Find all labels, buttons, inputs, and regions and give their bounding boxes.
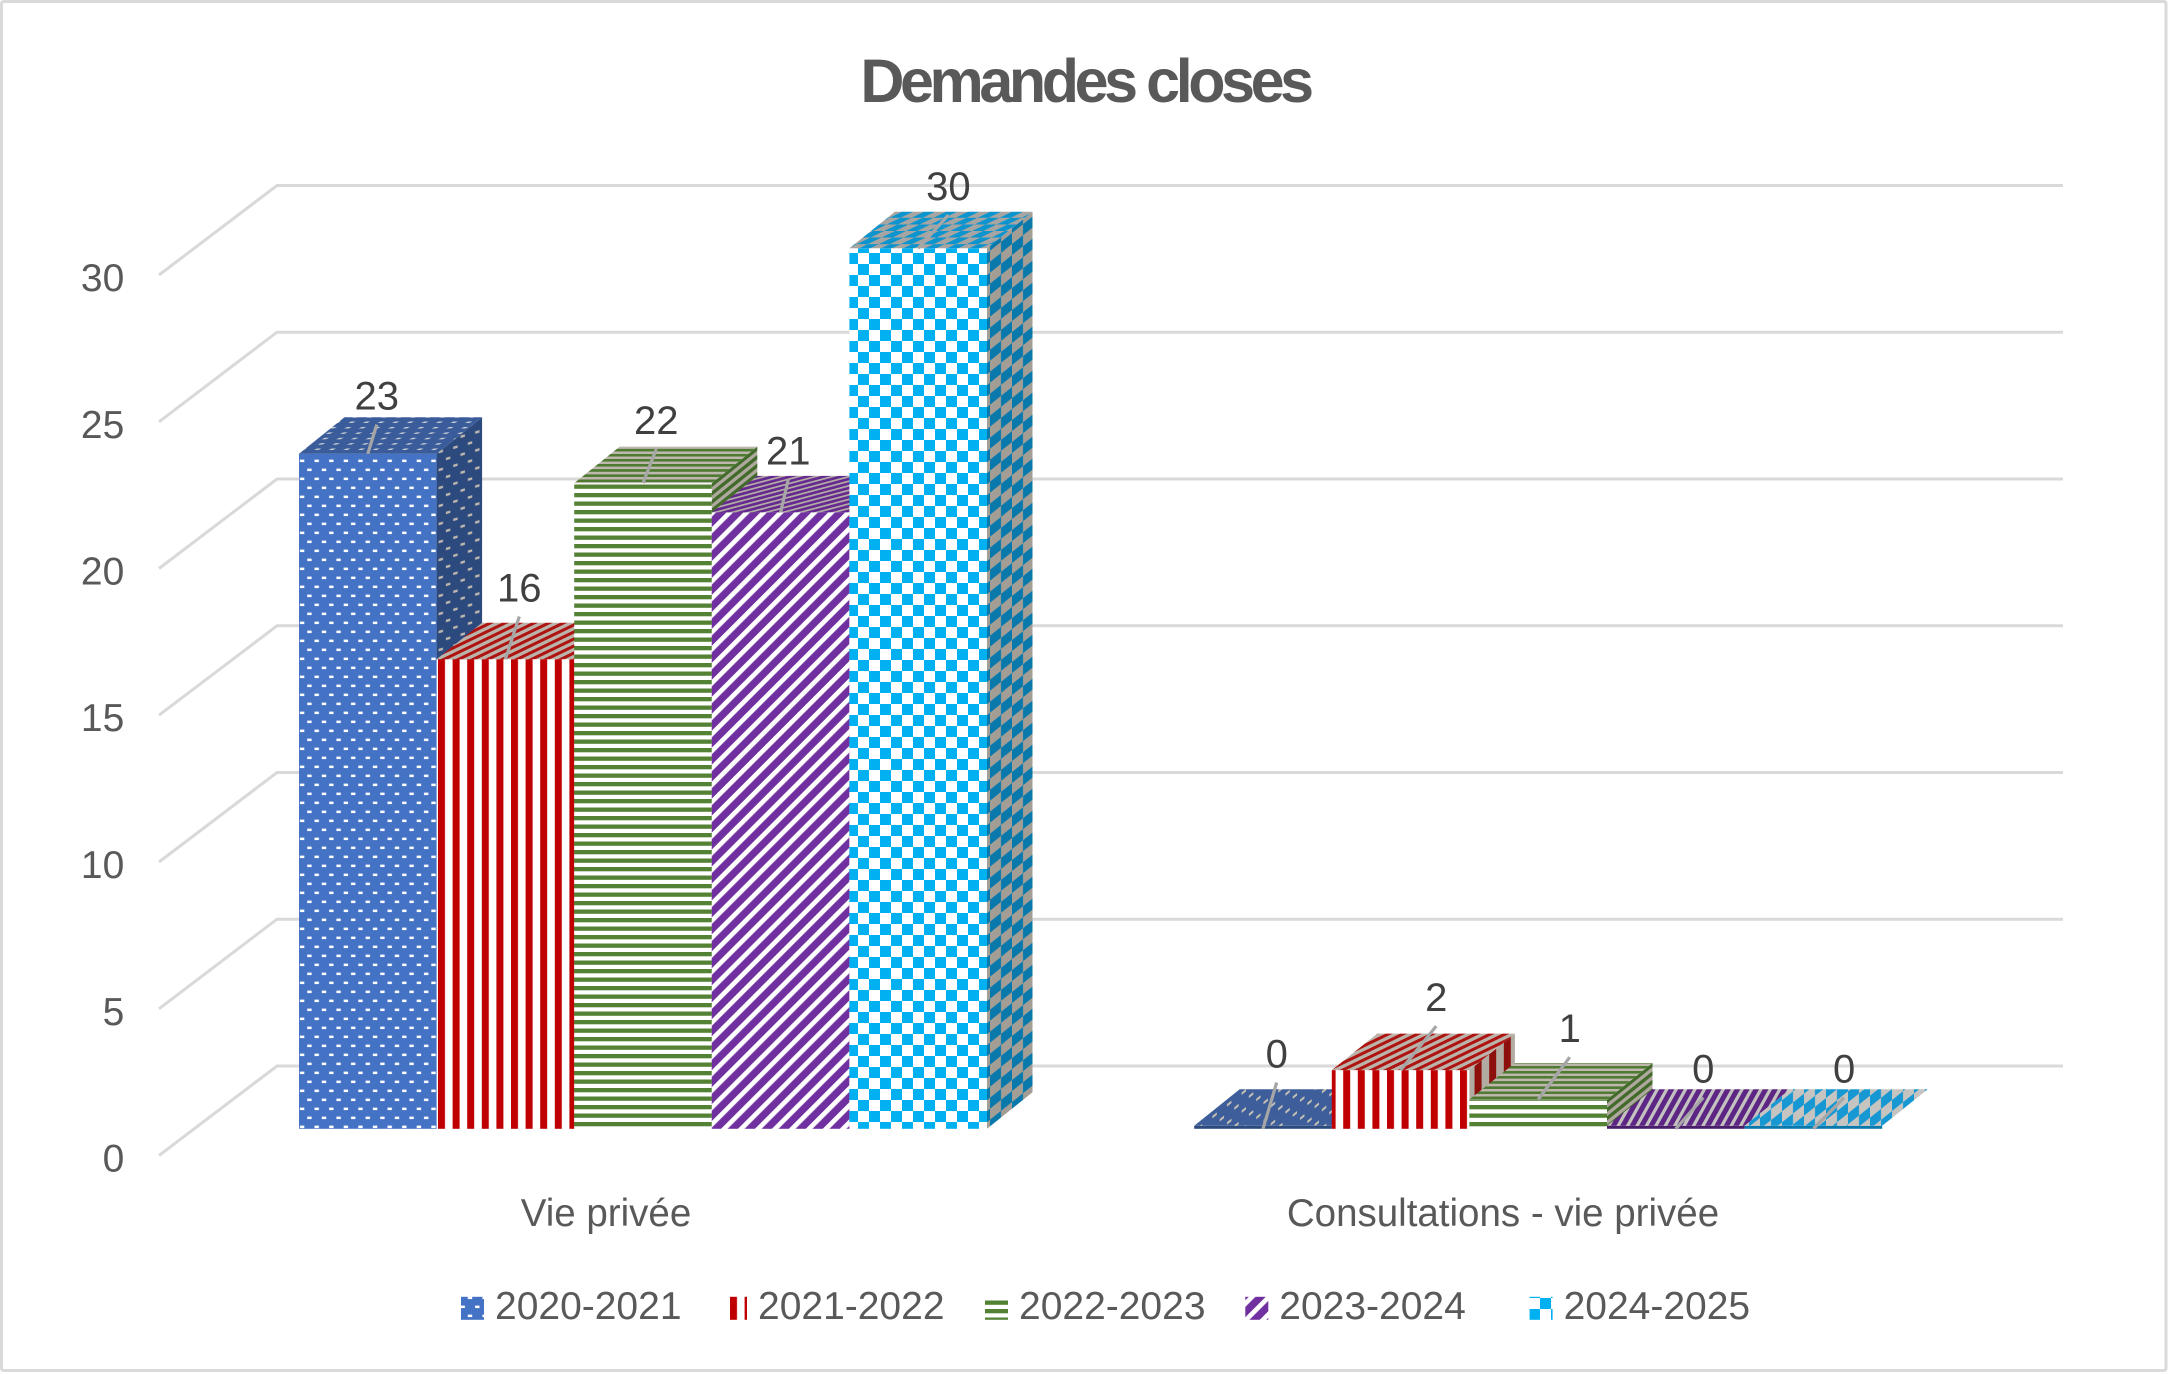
svg-text:25: 25: [81, 404, 124, 447]
svg-text:Demandes closes: Demandes closes: [860, 47, 1312, 115]
svg-text:2021-2022: 2021-2022: [758, 1285, 945, 1328]
svg-text:0: 0: [1833, 1048, 1855, 1092]
svg-text:20: 20: [81, 551, 124, 594]
svg-text:30: 30: [926, 165, 971, 209]
svg-text:30: 30: [81, 257, 124, 300]
svg-text:2020-2021: 2020-2021: [495, 1285, 682, 1328]
svg-text:16: 16: [497, 567, 542, 611]
svg-text:1: 1: [1559, 1007, 1581, 1051]
svg-text:10: 10: [81, 844, 124, 887]
svg-text:22: 22: [634, 399, 679, 443]
svg-text:2024-2025: 2024-2025: [1564, 1285, 1751, 1328]
svg-text:2022-2023: 2022-2023: [1019, 1285, 1206, 1328]
svg-text:23: 23: [355, 375, 400, 419]
svg-text:0: 0: [103, 1138, 125, 1181]
svg-text:2023-2024: 2023-2024: [1279, 1285, 1466, 1328]
svg-text:15: 15: [81, 697, 124, 740]
svg-text:0: 0: [1266, 1033, 1288, 1077]
svg-text:0: 0: [1692, 1048, 1714, 1092]
svg-text:Consultations - vie privée: Consultations - vie privée: [1287, 1192, 1719, 1235]
svg-text:2: 2: [1425, 976, 1447, 1020]
svg-text:21: 21: [766, 429, 811, 473]
svg-text:5: 5: [103, 991, 125, 1034]
svg-text:Vie privée: Vie privée: [521, 1192, 692, 1235]
